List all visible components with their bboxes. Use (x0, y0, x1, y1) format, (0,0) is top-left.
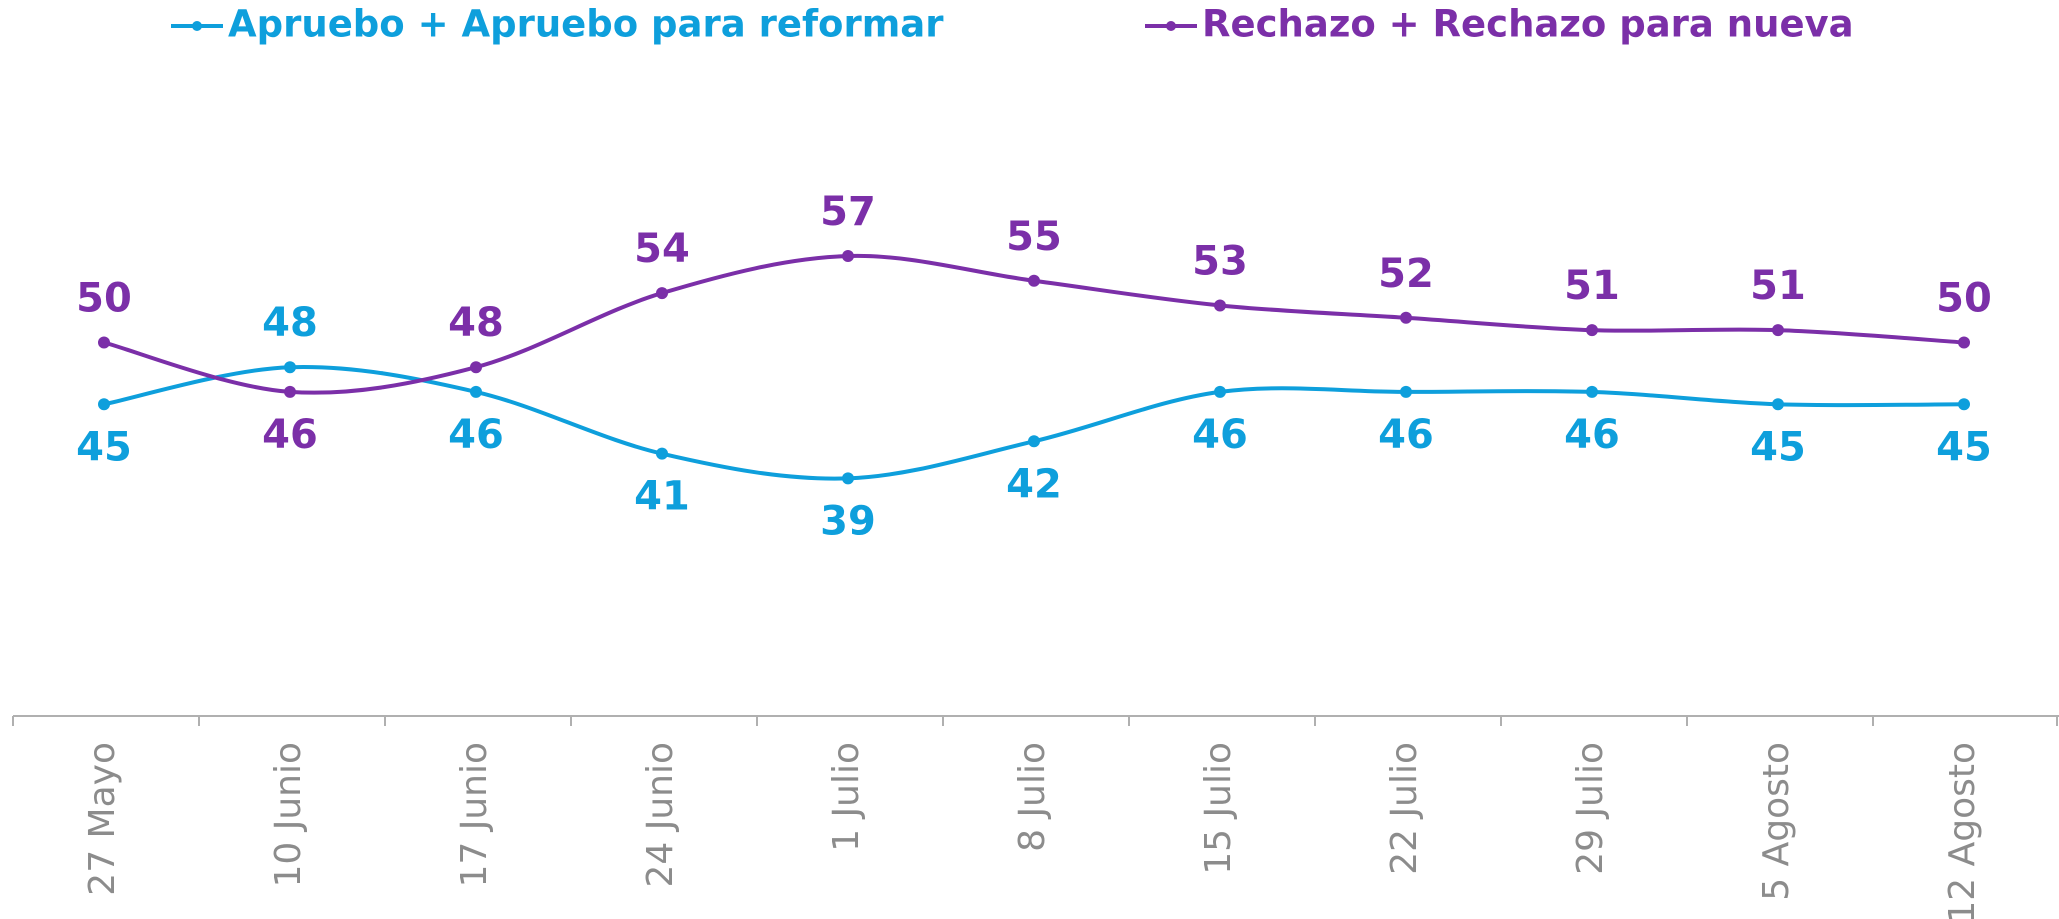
data-point (1400, 385, 1412, 398)
data-label: 46 (262, 412, 318, 458)
data-label: 51 (1750, 263, 1806, 309)
data-label: 45 (76, 424, 132, 470)
data-label: 39 (820, 498, 876, 544)
data-label: 51 (1564, 263, 1620, 309)
data-point (470, 385, 482, 398)
x-tick-label: 27 Mayo (82, 742, 123, 896)
data-label: 46 (448, 412, 504, 458)
data-point (1586, 324, 1598, 337)
data-label: 42 (1006, 461, 1062, 507)
data-point (656, 447, 668, 460)
data-point (98, 398, 110, 411)
legend-label: Apruebo + Apruebo para reformar (228, 3, 944, 46)
data-point (1400, 311, 1412, 324)
data-point (284, 385, 296, 398)
data-point (1214, 299, 1226, 312)
x-tick-label: 17 Junio (454, 742, 495, 888)
data-point (1772, 324, 1784, 337)
data-point (1028, 274, 1040, 287)
x-tick-label: 1 Julio (826, 742, 867, 852)
data-label: 54 (634, 226, 690, 272)
x-tick-label: 5 Agosto (1756, 742, 1797, 901)
data-point (656, 287, 668, 300)
data-point (1772, 398, 1784, 411)
data-point (284, 361, 296, 374)
data-label: 55 (1006, 214, 1062, 260)
data-point (842, 250, 854, 263)
data-label: 45 (1936, 424, 1992, 470)
data-point (470, 361, 482, 374)
legend-label: Rechazo + Rechazo para nueva (1202, 3, 1854, 46)
x-tick-label: 29 Julio (1570, 742, 1611, 875)
data-label: 57 (820, 189, 876, 235)
data-label: 48 (448, 300, 504, 346)
x-tick-label: 10 Junio (268, 742, 309, 888)
data-label: 53 (1192, 238, 1248, 284)
x-tick-label: 15 Julio (1198, 742, 1239, 875)
data-label: 46 (1378, 412, 1434, 458)
data-label: 52 (1378, 251, 1434, 297)
data-label: 50 (76, 276, 132, 322)
data-label: 45 (1750, 424, 1806, 470)
x-tick-label: 24 Junio (640, 742, 681, 888)
data-point (1028, 435, 1040, 448)
data-point (1958, 398, 1970, 411)
x-tick-label: 22 Julio (1384, 742, 1425, 875)
data-label: 46 (1564, 412, 1620, 458)
x-tick-label: 8 Julio (1012, 742, 1053, 852)
data-label: 50 (1936, 276, 1992, 322)
data-label: 48 (262, 300, 318, 346)
data-point (1958, 336, 1970, 349)
data-point (842, 472, 854, 485)
x-tick-label: 12 Agosto (1942, 742, 1983, 919)
data-point (98, 336, 110, 349)
data-label: 41 (634, 474, 690, 520)
data-label: 46 (1192, 412, 1248, 458)
data-point (1214, 385, 1226, 398)
legend-marker (192, 21, 202, 31)
data-point (1586, 385, 1598, 398)
legend-marker (1166, 21, 1176, 31)
